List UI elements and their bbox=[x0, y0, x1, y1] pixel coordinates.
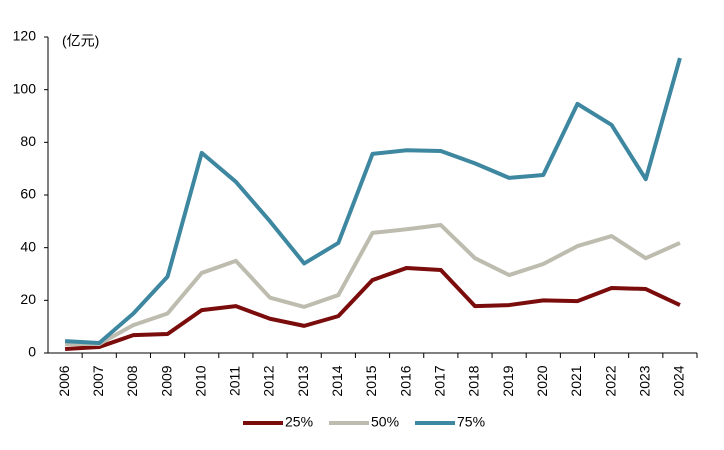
x-tick-label: 2008 bbox=[124, 365, 140, 396]
x-tick-label: 2022 bbox=[602, 365, 618, 396]
x-tick-label: 2014 bbox=[329, 365, 345, 396]
x-tick-label: 2007 bbox=[90, 365, 106, 396]
x-tick-label: 2019 bbox=[500, 365, 516, 396]
x-tick-label: 2012 bbox=[261, 365, 277, 396]
series-line bbox=[65, 223, 681, 347]
x-tick-label: 2011 bbox=[227, 366, 243, 396]
y-tick-label: 100 bbox=[13, 80, 37, 96]
legend-label: 50% bbox=[371, 414, 399, 430]
x-tick-label: 2023 bbox=[636, 365, 652, 396]
legend-label: 25% bbox=[285, 414, 313, 430]
x-tick-label: 2024 bbox=[671, 365, 687, 396]
y-tick-label: 80 bbox=[20, 133, 36, 149]
series-line bbox=[64, 57, 682, 345]
y-tick-label: 20 bbox=[20, 291, 36, 307]
x-tick-label: 2013 bbox=[295, 365, 311, 396]
y-tick-label: 0 bbox=[28, 344, 36, 360]
x-tick-label: 2020 bbox=[534, 365, 550, 396]
x-tick-label: 2016 bbox=[397, 365, 413, 396]
y-tick-label: 120 bbox=[13, 28, 37, 44]
x-tick-label: 2018 bbox=[466, 365, 482, 396]
x-tick-label: 2006 bbox=[56, 365, 72, 396]
unit-label: (亿元) bbox=[62, 33, 99, 49]
x-tick-label: 2009 bbox=[158, 365, 174, 396]
x-tick-label: 2010 bbox=[192, 365, 208, 396]
y-tick-label: 40 bbox=[20, 238, 36, 254]
x-tick-label: 2017 bbox=[432, 365, 448, 396]
series-line bbox=[64, 265, 681, 352]
y-tick-label: 60 bbox=[20, 186, 36, 202]
x-tick-label: 2021 bbox=[568, 365, 584, 396]
x-tick-label: 2015 bbox=[363, 365, 379, 396]
legend-label: 75% bbox=[457, 414, 485, 430]
